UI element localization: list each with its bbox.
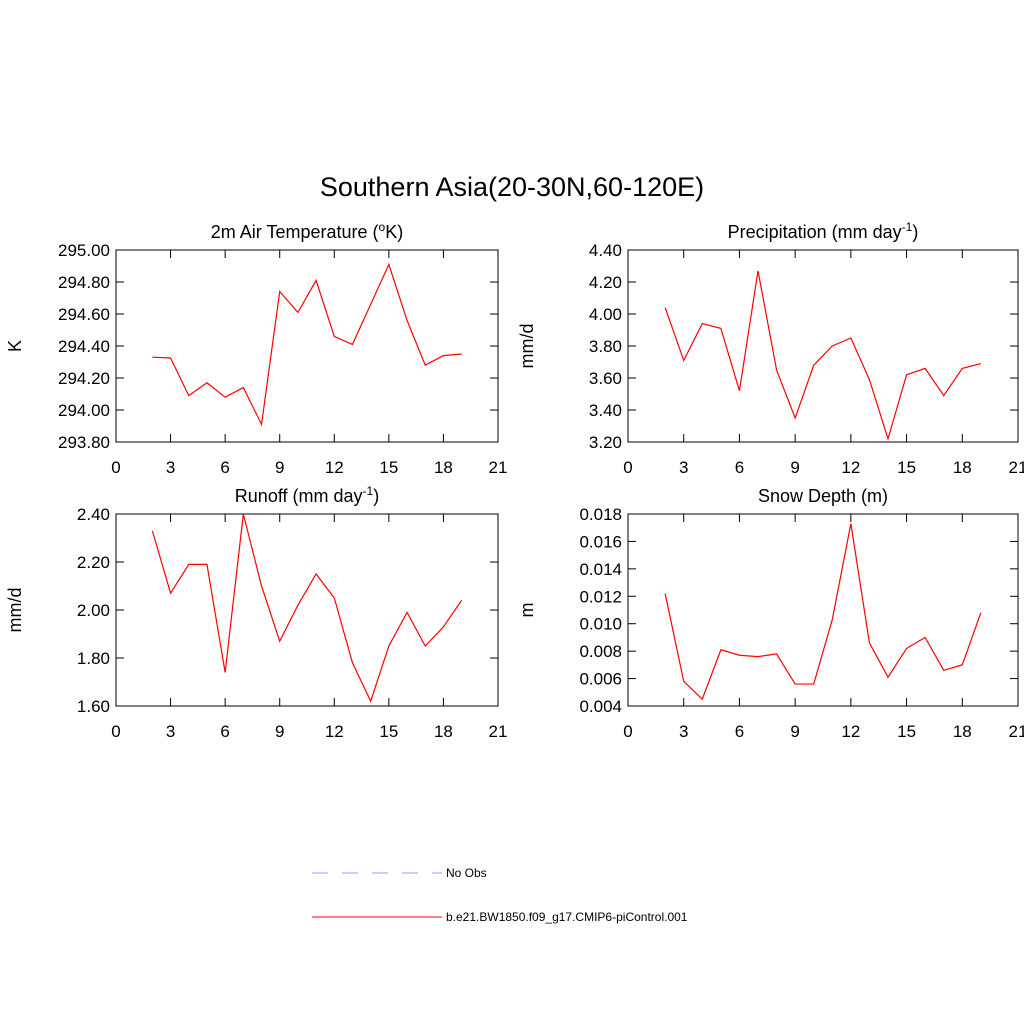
x-tick-label: 6 <box>735 722 744 741</box>
title-text: Snow Depth (m) <box>758 486 888 506</box>
title-text: ) <box>912 222 918 242</box>
y-tick-label: 1.60 <box>77 697 110 716</box>
x-tick-label: 18 <box>953 722 972 741</box>
x-tick-label: 0 <box>111 458 120 477</box>
y-tick-label: 294.00 <box>58 401 110 420</box>
x-tick-label: 6 <box>735 458 744 477</box>
y-tick-label: 294.80 <box>58 273 110 292</box>
y-axis-label: mm/d <box>5 588 25 633</box>
y-tick-label: 4.20 <box>589 273 622 292</box>
x-tick-label: 0 <box>623 458 632 477</box>
x-tick-label: 9 <box>790 722 799 741</box>
y-tick-label: 3.80 <box>589 337 622 356</box>
title-superscript: -1 <box>902 220 913 234</box>
title-text: 2m Air Temperature ( <box>211 222 379 242</box>
panel-title: 2m Air Temperature (oK) <box>211 220 403 242</box>
x-tick-label: 21 <box>489 458 508 477</box>
x-tick-label: 9 <box>790 458 799 477</box>
y-tick-label: 0.008 <box>579 642 622 661</box>
data-line <box>664 523 982 701</box>
plot-frame <box>115 513 499 707</box>
legend-label: b.e21.BW1850.f09_g17.CMIP6-piControl.001 <box>446 910 688 924</box>
title-text: Precipitation (mm day <box>728 222 902 242</box>
y-tick-label: 294.40 <box>58 337 110 356</box>
title-superscript: o <box>379 220 386 234</box>
x-tick-label: 3 <box>679 458 688 477</box>
x-tick-label: 12 <box>841 458 860 477</box>
y-tick-label: 3.40 <box>589 401 622 420</box>
y-tick-label: 294.20 <box>58 369 110 388</box>
y-tick-label: 3.60 <box>589 369 622 388</box>
y-tick-label: 0.016 <box>579 532 622 551</box>
x-tick-label: 21 <box>1009 458 1024 477</box>
x-tick-label: 12 <box>841 722 860 741</box>
y-tick-label: 293.80 <box>58 433 110 452</box>
y-tick-label: 0.012 <box>579 587 622 606</box>
data-line <box>664 270 982 441</box>
y-tick-label: 2.20 <box>77 553 110 572</box>
plot-frame <box>627 513 1019 707</box>
y-tick-label: 3.20 <box>589 433 622 452</box>
x-tick-label: 0 <box>623 722 632 741</box>
x-tick-label: 3 <box>679 722 688 741</box>
y-axis-label: K <box>5 340 25 352</box>
panel-title: Runoff (mm day-1) <box>235 484 379 506</box>
y-tick-label: 0.004 <box>579 697 622 716</box>
x-tick-label: 0 <box>111 722 120 741</box>
title-superscript: -1 <box>363 484 374 498</box>
x-tick-label: 18 <box>434 722 453 741</box>
title-text: K) <box>385 222 403 242</box>
y-tick-label: 4.40 <box>589 241 622 260</box>
x-tick-label: 15 <box>379 458 398 477</box>
plot-frame <box>115 249 499 443</box>
y-tick-label: 1.80 <box>77 649 110 668</box>
y-tick-label: 0.014 <box>579 560 622 579</box>
title-text: Runoff (mm day <box>235 486 363 506</box>
x-tick-label: 18 <box>434 458 453 477</box>
y-tick-label: 4.00 <box>589 305 622 324</box>
x-tick-label: 12 <box>325 458 344 477</box>
y-tick-label: 0.010 <box>579 615 622 634</box>
x-tick-label: 21 <box>1009 722 1024 741</box>
title-text: ) <box>373 486 379 506</box>
x-tick-label: 3 <box>166 458 175 477</box>
legend-label: No Obs <box>446 866 487 880</box>
y-tick-label: 294.60 <box>58 305 110 324</box>
x-tick-label: 12 <box>325 722 344 741</box>
x-tick-label: 6 <box>220 458 229 477</box>
y-tick-label: 0.018 <box>579 505 622 524</box>
figure-title: Southern Asia(20-30N,60-120E) <box>320 172 704 202</box>
x-tick-label: 18 <box>953 458 972 477</box>
x-tick-label: 15 <box>897 722 916 741</box>
panel-title: Precipitation (mm day-1) <box>728 220 919 242</box>
x-tick-label: 9 <box>275 722 284 741</box>
x-tick-label: 9 <box>275 458 284 477</box>
y-axis-label: m <box>517 603 537 618</box>
x-tick-label: 21 <box>489 722 508 741</box>
x-tick-label: 15 <box>897 458 916 477</box>
y-axis-label: mm/d <box>517 324 537 369</box>
y-tick-label: 295.00 <box>58 241 110 260</box>
data-line <box>151 513 463 703</box>
y-tick-label: 2.40 <box>77 505 110 524</box>
y-tick-label: 0.006 <box>579 670 622 689</box>
x-tick-label: 15 <box>379 722 398 741</box>
x-tick-label: 3 <box>166 722 175 741</box>
y-tick-label: 2.00 <box>77 601 110 620</box>
data-line <box>152 262 462 427</box>
x-tick-label: 6 <box>220 722 229 741</box>
panel-title: Snow Depth (m) <box>758 486 888 506</box>
plot-frame <box>627 249 1019 443</box>
